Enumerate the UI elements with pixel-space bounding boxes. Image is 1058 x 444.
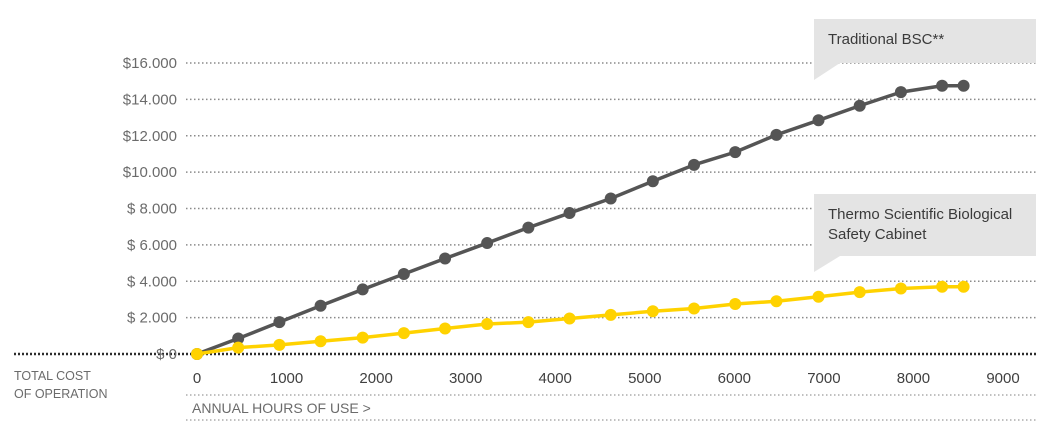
data-point: [604, 192, 617, 205]
series-layer: [191, 79, 970, 360]
x-axis-title: ANNUAL HOURS OF USE >: [192, 400, 371, 416]
y-tick-label: $ 4.000: [127, 273, 177, 290]
series-line: [196, 284, 964, 356]
data-point: [646, 305, 659, 318]
data-point: [957, 79, 970, 92]
data-point: [770, 128, 783, 141]
data-point: [356, 283, 369, 296]
x-tick-label: 6000: [718, 370, 751, 387]
series-line: [196, 83, 964, 356]
data-point: [729, 146, 742, 159]
data-point: [481, 237, 494, 250]
axis-layer: $16.000 $14.000 $12.000 $10.000 $ 8.000 $ 6.0…: [14, 55, 1020, 416]
x-tick-label: 7000: [807, 370, 840, 387]
data-point: [314, 299, 327, 312]
data-point: [522, 316, 535, 329]
y-tick-label: $ 0: [156, 346, 177, 363]
data-point: [397, 267, 410, 280]
row-label: OF OPERATION: [14, 387, 108, 401]
data-point: [522, 221, 535, 234]
data-point: [397, 327, 410, 340]
data-point: [729, 297, 742, 310]
data-point: [232, 341, 245, 354]
x-tick-label: 5000: [628, 370, 661, 387]
data-point: [481, 317, 494, 330]
y-tick-label: $ 8.000: [127, 201, 177, 218]
data-point: [563, 207, 576, 220]
data-point: [191, 348, 203, 360]
row-label: TOTAL COST: [14, 369, 91, 383]
callout-pointer: [814, 256, 840, 272]
legend-label: Traditional BSC**: [828, 31, 944, 48]
data-point: [232, 332, 245, 345]
data-point: [853, 286, 866, 299]
y-tick-label: $10.000: [123, 164, 177, 181]
data-point: [646, 175, 659, 188]
callout-box: [814, 194, 1036, 256]
data-point: [812, 114, 825, 127]
data-point: [314, 335, 327, 348]
callout-layer: Traditional BSC** Thermo Scientific Biolo…: [814, 19, 1036, 272]
x-tick-label: 4000: [539, 370, 572, 387]
data-point: [604, 308, 617, 321]
data-point: [356, 331, 369, 344]
y-tick-label: $12.000: [123, 128, 177, 145]
x-tick-label: 0: [193, 370, 201, 387]
callout-box: [814, 19, 1036, 63]
callout-pointer: [814, 63, 840, 80]
data-point: [688, 158, 701, 171]
y-tick-label: $16.000: [123, 55, 177, 72]
x-tick-label: 3000: [449, 370, 482, 387]
x-tick-label: 9000: [986, 370, 1019, 387]
x-tick-label: 8000: [897, 370, 930, 387]
legend-label: Safety Cabinet: [828, 226, 927, 243]
data-point: [936, 79, 949, 92]
data-point: [439, 252, 452, 265]
y-tick-label: $14.000: [123, 91, 177, 108]
data-point: [853, 99, 866, 112]
data-point: [770, 295, 783, 308]
x-tick-label: 2000: [359, 370, 392, 387]
data-point: [894, 86, 907, 99]
data-point: [936, 280, 949, 293]
x-tick-label: 1000: [270, 370, 303, 387]
data-point: [957, 280, 970, 293]
y-tick-label: $ 2.000: [127, 310, 177, 327]
data-point: [273, 316, 286, 329]
data-point: [273, 338, 286, 351]
data-point: [812, 290, 825, 303]
data-point: [688, 302, 701, 315]
data-point: [894, 282, 907, 295]
legend-label: Thermo Scientific Biological: [828, 206, 1012, 223]
data-point: [563, 312, 576, 325]
y-tick-label: $ 6.000: [127, 237, 177, 254]
data-point: [439, 322, 452, 335]
